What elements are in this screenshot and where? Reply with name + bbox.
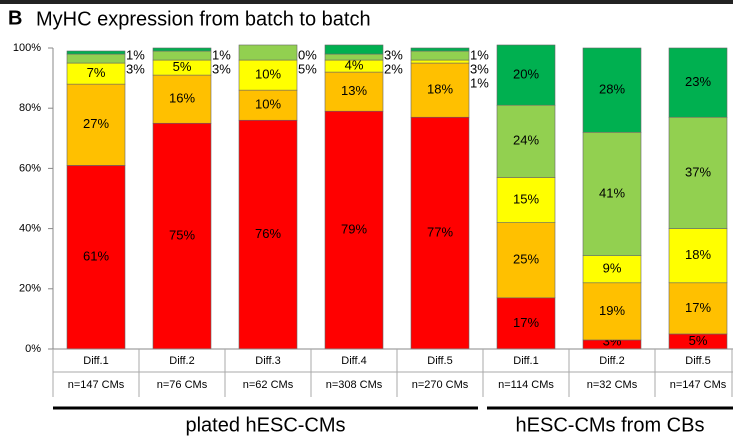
data-label: 7%: [87, 65, 106, 80]
data-label: 15%: [513, 191, 539, 206]
data-label: 1%: [212, 47, 231, 62]
sample-size: n=147 CMs: [670, 379, 727, 391]
x-tick-label: Diff.2: [169, 355, 194, 367]
x-tick-label: Diff.2: [599, 355, 624, 367]
bar-segment: [67, 54, 125, 63]
data-label: 18%: [685, 247, 711, 262]
data-label: 3%: [126, 61, 145, 76]
y-tick-label: 20%: [19, 283, 41, 295]
bar-segment: [325, 54, 383, 60]
data-label: 24%: [513, 133, 539, 148]
data-label: 10%: [255, 67, 281, 82]
data-label: 17%: [513, 315, 539, 330]
data-label: 13%: [341, 83, 367, 98]
data-label: 19%: [599, 303, 625, 318]
bar-segment: [411, 48, 469, 51]
data-label: 61%: [83, 249, 109, 264]
data-label: 16%: [169, 91, 195, 106]
group-label: plated hESC-CMs: [185, 414, 345, 436]
data-label: 5%: [173, 59, 192, 74]
x-tick-label: Diff.4: [341, 355, 366, 367]
group-label: hESC-CMs from CBs: [516, 414, 705, 436]
y-tick-label: 60%: [19, 162, 41, 174]
data-label: 27%: [83, 116, 109, 131]
sample-size: n=114 CMs: [498, 379, 554, 391]
x-tick-label: Diff.5: [685, 355, 710, 367]
data-label: 1%: [470, 75, 489, 90]
bar-segment: [411, 60, 469, 63]
bar-segment: [411, 51, 469, 60]
x-tick-label: Diff.1: [513, 355, 538, 367]
x-tick-label: Diff.1: [83, 355, 108, 367]
data-label: 3%: [470, 61, 489, 76]
data-label: 0%: [298, 47, 317, 62]
data-label: 10%: [255, 97, 281, 112]
y-tick-label: 40%: [19, 223, 41, 235]
x-tick-label: Diff.5: [427, 355, 452, 367]
data-label: 23%: [685, 74, 711, 89]
sample-size: n=270 CMs: [412, 379, 469, 391]
bar-segment: [67, 51, 125, 54]
data-label: 9%: [603, 261, 622, 276]
data-label: 5%: [689, 333, 708, 348]
data-label: 76%: [255, 226, 281, 241]
y-tick-label: 80%: [19, 102, 41, 114]
sample-size: n=147 CMs: [68, 379, 125, 391]
bar-segment: [325, 45, 383, 54]
sample-size: n=308 CMs: [326, 379, 383, 391]
sample-size: n=76 CMs: [157, 379, 208, 391]
data-label: 1%: [126, 47, 145, 62]
chart-title: MyHC expression from batch to batch: [36, 8, 371, 30]
data-label: 18%: [427, 82, 453, 97]
data-label: 1%: [470, 47, 489, 62]
y-tick-label: 0%: [25, 343, 41, 355]
data-label: 20%: [513, 67, 539, 82]
x-tick-label: Diff.3: [255, 355, 280, 367]
image-strip: [0, 0, 733, 4]
chart: B MyHC expression from batch to batch 0%…: [0, 0, 733, 438]
data-label: 3%: [212, 61, 231, 76]
data-label: 37%: [685, 164, 711, 179]
y-tick-label: 100%: [13, 42, 41, 54]
data-label: 17%: [685, 300, 711, 315]
data-label: 3%: [384, 47, 403, 62]
data-label: 41%: [599, 185, 625, 200]
data-label: 75%: [169, 228, 195, 243]
data-label: 79%: [341, 222, 367, 237]
data-label: 28%: [599, 82, 625, 97]
sample-size: n=32 CMs: [587, 379, 638, 391]
data-label: 77%: [427, 225, 453, 240]
data-label: 5%: [298, 61, 317, 76]
data-label: 25%: [513, 252, 539, 267]
panel-label: B: [8, 7, 22, 29]
bar-segment: [153, 48, 211, 51]
sample-size: n=62 CMs: [243, 379, 294, 391]
bar-segment: [153, 51, 211, 60]
data-label: 2%: [384, 61, 403, 76]
bar-segment: [239, 45, 297, 60]
